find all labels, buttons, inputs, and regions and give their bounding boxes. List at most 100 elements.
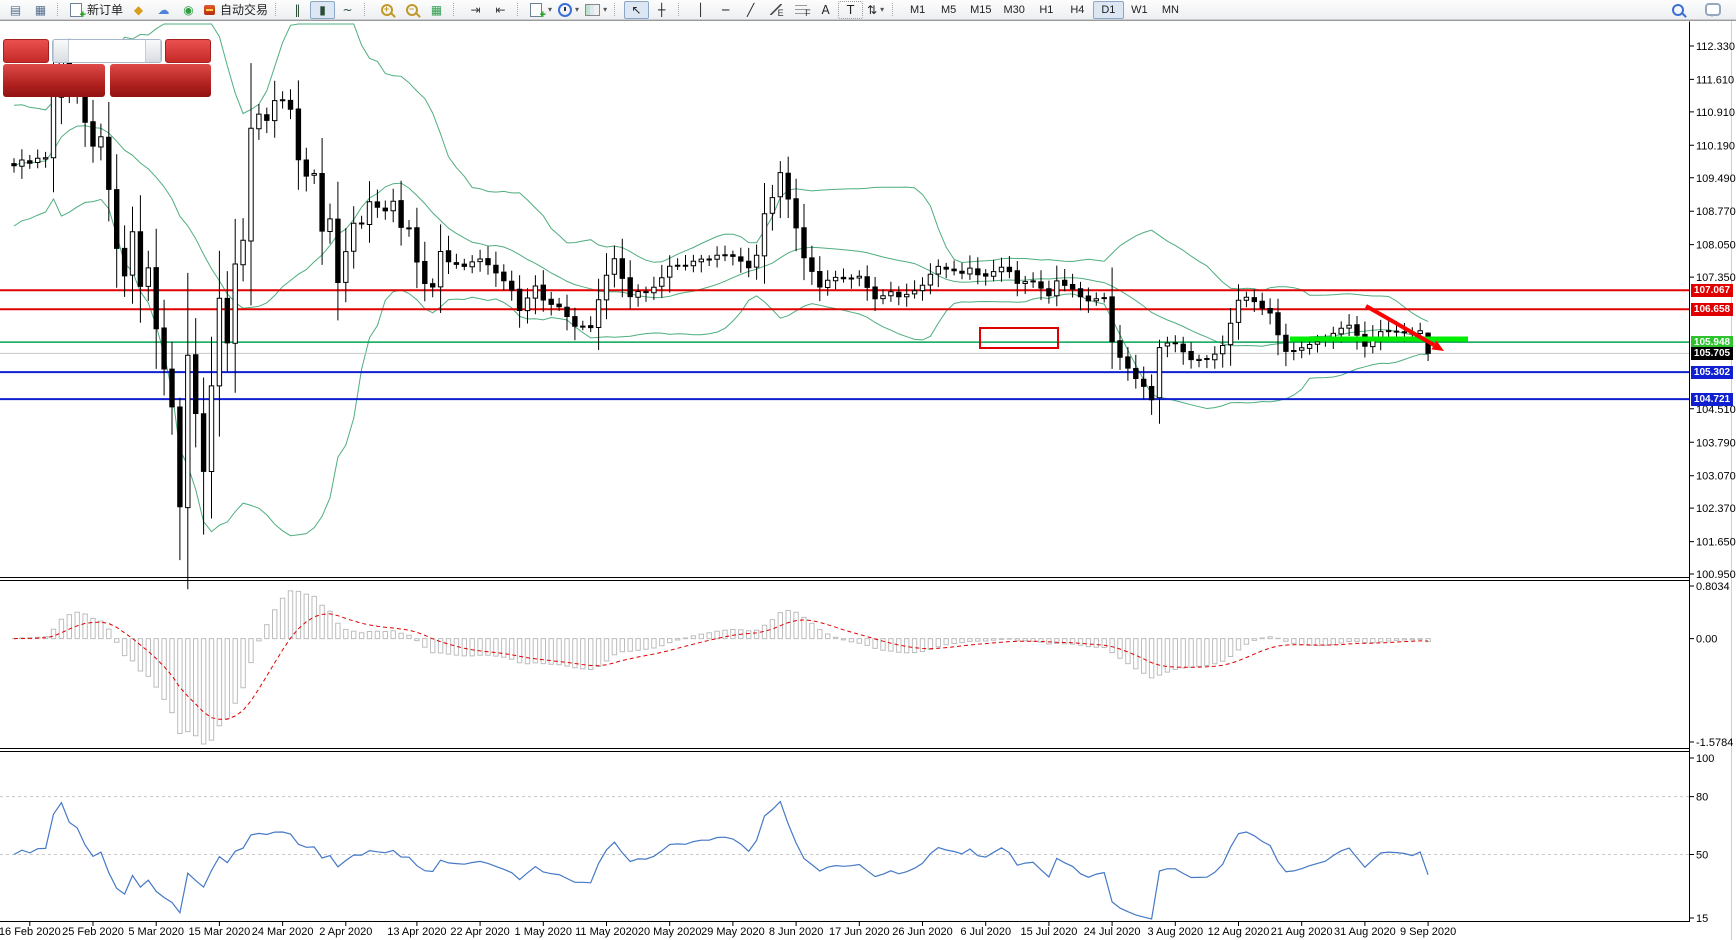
tile-windows-button[interactable]: ▦ xyxy=(424,1,449,19)
date-tick-label: 26 Jun 2020 xyxy=(892,926,953,938)
trade-panel-prices xyxy=(3,64,211,97)
publish-button[interactable]: ☁ xyxy=(151,1,176,19)
date-tick-label: 15 Jul 2020 xyxy=(1020,926,1077,938)
volume-decrease-button[interactable] xyxy=(53,40,69,62)
doc-plus-icon xyxy=(70,2,86,21)
axis-tick-label: 0.00 xyxy=(1696,634,1717,646)
new-chart-button[interactable]: ▤ xyxy=(3,1,28,19)
volume-stepper xyxy=(52,39,162,63)
auto-scroll-button[interactable]: ⇥ xyxy=(463,1,488,19)
price-callout-label[interactable] xyxy=(979,327,1059,349)
volume-input[interactable] xyxy=(69,40,145,62)
toolbar-separator xyxy=(364,3,371,16)
axis-tick-label: 107.350 xyxy=(1696,272,1736,284)
timeframe-h4-button[interactable]: H4 xyxy=(1070,3,1085,16)
toolbar-right-group xyxy=(1665,1,1725,19)
price-badge-104.721: 104.721 xyxy=(1691,393,1733,406)
dropdown-arrow-icon[interactable]: ▾ xyxy=(548,5,553,14)
dropdown-arrow-icon[interactable]: ▾ xyxy=(575,5,580,14)
timeframe-m30-button[interactable]: M30 xyxy=(1003,3,1025,16)
axis-tick-label: 0.8034 xyxy=(1696,581,1730,593)
date-tick-label: 29 May 2020 xyxy=(701,926,765,938)
candlestick-button[interactable]: ▮ xyxy=(310,0,336,19)
profiles-button[interactable]: ▦ xyxy=(28,1,53,19)
search-button[interactable] xyxy=(1665,1,1690,19)
timeframe-group: M1 M5 M15 M30 H1 H4 D1 W1 MN xyxy=(902,0,1186,19)
date-tick-label: 24 Mar 2020 xyxy=(252,926,314,938)
new-chart-icon: ▤ xyxy=(9,2,22,17)
periods-button[interactable]: ▾ xyxy=(555,1,582,19)
fibonacci-button[interactable] xyxy=(788,1,813,19)
date-tick-label: 25 Feb 2020 xyxy=(62,926,124,938)
chart-shift-button[interactable]: ⇤ xyxy=(488,1,513,19)
arrows-button[interactable]: ⇅ ▾ xyxy=(863,1,888,19)
timeframe-h1-button[interactable]: H1 xyxy=(1039,3,1054,16)
bollinger-bands-layer xyxy=(13,23,1429,537)
timeframe-w1-button[interactable]: W1 xyxy=(1131,3,1148,16)
level-lines-layer xyxy=(0,289,1689,401)
timeframe-m5-button[interactable]: M5 xyxy=(940,3,957,16)
axis-tick-label: 102.370 xyxy=(1696,503,1736,515)
axis-tick-label: 101.650 xyxy=(1696,537,1736,549)
toolbar-separator xyxy=(275,3,282,16)
metaeditor-button[interactable]: ◆ xyxy=(126,1,151,19)
signals-button[interactable]: ◉ xyxy=(176,1,201,19)
templates-button[interactable]: ▾ xyxy=(582,1,610,19)
candles-layer xyxy=(11,38,1431,590)
sell-price[interactable] xyxy=(3,64,105,97)
tile-windows-icon: ▦ xyxy=(430,2,443,17)
crosshair-button[interactable]: ┼ xyxy=(649,1,674,19)
axis-tick-label: 80 xyxy=(1696,792,1708,804)
zoom-out-button[interactable] xyxy=(399,1,424,19)
autotrading-button[interactable]: 自动交易 xyxy=(201,1,271,19)
horizontal-line-icon: ─ xyxy=(721,2,730,17)
auto-scroll-icon: ⇥ xyxy=(470,2,481,17)
bar-chart-button[interactable]: ‖ xyxy=(285,1,310,19)
date-tick-label: 20 May 2020 xyxy=(638,926,702,938)
text-label-button[interactable]: T xyxy=(838,0,864,19)
toolbar-separator xyxy=(57,3,64,16)
chart-shift-icon: ⇤ xyxy=(495,2,506,17)
toolbar-separator xyxy=(614,3,621,16)
toolbar-separator xyxy=(678,3,685,16)
vertical-line-button[interactable]: │ xyxy=(688,1,713,19)
date-tick-label: 17 Jun 2020 xyxy=(829,926,890,938)
axis-tick-label: 103.070 xyxy=(1696,471,1736,483)
dropdown-arrow-icon[interactable]: ▾ xyxy=(880,5,885,14)
sell-button[interactable] xyxy=(3,39,49,63)
community-chat-button[interactable] xyxy=(1700,1,1725,19)
buy-price[interactable] xyxy=(109,64,211,97)
horizontal-line-button[interactable]: ─ xyxy=(713,1,738,19)
buy-button[interactable] xyxy=(165,39,211,63)
toolbar-button-group: ▤ ▦ 新订单◆☁◉自动交易 ‖▮~ ▦ ⇥ ⇤ ▾ ▾ ▾ ↖┼ │ ─ ╱ AT ⇅▾ xyxy=(3,0,902,21)
new-order-label: 新订单 xyxy=(87,3,124,17)
date-tick-label: 6 Jul 2020 xyxy=(960,926,1011,938)
equidistant-channel-button[interactable] xyxy=(763,1,788,19)
toolbar-separator xyxy=(453,3,460,16)
new-order-button[interactable]: 新订单 xyxy=(67,1,126,21)
axes-layer: 112.330 111.610 110.910 110.190 109.490 108.7… xyxy=(0,20,1736,940)
profiles-icon: ▦ xyxy=(34,2,47,17)
date-tick-label: 21 Aug 2020 xyxy=(1271,926,1333,938)
axis-tick-label: 109.490 xyxy=(1696,173,1736,185)
timeframe-m1-button[interactable]: M1 xyxy=(909,3,926,16)
axis-tick-label: 111.610 xyxy=(1696,74,1734,86)
trendline-button[interactable]: ╱ xyxy=(738,1,763,19)
volume-increase-button[interactable] xyxy=(145,40,161,62)
indicators-button[interactable]: ▾ xyxy=(527,1,555,21)
timeframe-d1-button[interactable]: D1 xyxy=(1092,0,1124,19)
timeframe-m15-button[interactable]: M15 xyxy=(970,3,992,16)
date-tick-label: 31 Aug 2020 xyxy=(1334,926,1396,938)
downtrend-arrow[interactable] xyxy=(1365,304,1435,347)
zoom-in-button[interactable] xyxy=(374,1,399,19)
text-label-icon: T xyxy=(846,2,855,17)
price-badge-105.302: 105.302 xyxy=(1691,366,1733,379)
cursor-button[interactable]: ↖ xyxy=(624,0,650,19)
axis-tick-label: 50 xyxy=(1696,850,1708,862)
text-button[interactable]: A xyxy=(813,1,838,19)
line-chart-button[interactable]: ~ xyxy=(335,1,360,19)
dropdown-arrow-icon[interactable]: ▾ xyxy=(603,5,608,14)
timeframe-mn-button[interactable]: MN xyxy=(1161,3,1179,16)
axis-tick-label: 15 xyxy=(1696,913,1708,925)
